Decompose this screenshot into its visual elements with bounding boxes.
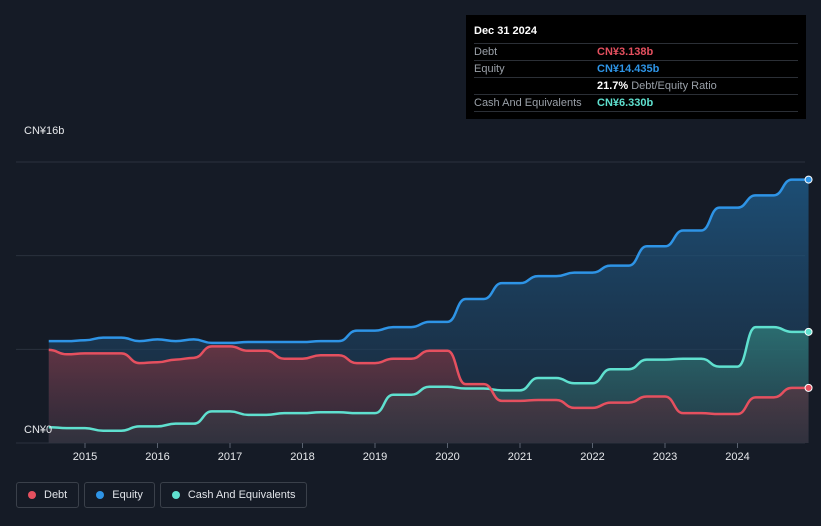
legend-dot-debt (28, 491, 36, 499)
x-tick-label-2017: 2017 (218, 451, 242, 463)
y-axis-top-label: CN¥16b (24, 125, 65, 137)
x-tick-label-2015: 2015 (73, 451, 97, 463)
tooltip-ratio-label (474, 78, 597, 94)
x-tick-label-2023: 2023 (653, 451, 677, 463)
legend-label-debt: Debt (44, 489, 68, 501)
line-equity (48, 178, 809, 345)
legend-item-equity[interactable]: Equity (84, 482, 155, 508)
area-debt (48, 346, 809, 443)
tooltip-equity-label: Equity (474, 63, 505, 75)
series-endpoints (804, 175, 813, 392)
legend-dot-cash (171, 491, 180, 499)
x-tick-label-2016: 2016 (145, 451, 169, 463)
tooltip-ratio-value: 21.7% Debt/Equity Ratio (597, 78, 717, 94)
line-debt (48, 345, 809, 416)
data-tooltip: Dec 31 2024 Debt CN¥3.138b Equity CN¥14.… (466, 15, 806, 119)
tooltip-date: Dec 31 2024 (474, 25, 537, 37)
legend-label-equity: Equity (112, 489, 143, 501)
tooltip-equity-value: CN¥14.435b (597, 63, 660, 75)
x-tick-label-2020: 2020 (435, 451, 459, 463)
tooltip-row-equity: Equity CN¥14.435b (474, 60, 798, 77)
legend-item-debt[interactable]: Debt (16, 482, 80, 508)
x-tick-label-2018: 2018 (290, 451, 314, 463)
series-lines (48, 178, 809, 432)
x-tick-label-2022: 2022 (580, 451, 604, 463)
x-axis-ticks: 2015 2016 2017 2018 2019 2020 2021 2022 2023 2024 (73, 443, 750, 463)
line-cash (48, 325, 809, 432)
chart-legend: Debt Equity Cash And Equivalents (16, 482, 308, 508)
tooltip-row-cash: Cash And Equivalents CN¥6.330b (474, 94, 798, 112)
tooltip-debt-label: Debt (474, 46, 498, 58)
tooltip-cash-label: Cash And Equivalents (474, 97, 582, 109)
tooltip-row-ratio: 21.7% Debt/Equity Ratio (474, 77, 798, 94)
ratio-suffix: Debt/Equity Ratio (631, 80, 717, 92)
tooltip-debt-value: CN¥3.138b (597, 46, 654, 58)
ratio-percent: 21.7% (597, 80, 629, 92)
endpoint-debt (804, 383, 813, 392)
x-tick-label-2019: 2019 (363, 451, 387, 463)
endpoint-equity (804, 175, 813, 184)
tooltip-row-debt: Debt CN¥3.138b (474, 43, 798, 60)
y-axis-bottom-label: CN¥0 (24, 424, 53, 436)
tooltip-cash-value: CN¥6.330b (597, 97, 654, 109)
legend-label-cash: Cash And Equivalents (187, 489, 296, 501)
legend-dot-equity (96, 491, 105, 499)
endpoint-cash (804, 327, 813, 336)
x-tick-label-2024: 2024 (725, 451, 749, 463)
legend-item-cash[interactable]: Cash And Equivalents (159, 482, 308, 508)
x-tick-label-2021: 2021 (508, 451, 532, 463)
